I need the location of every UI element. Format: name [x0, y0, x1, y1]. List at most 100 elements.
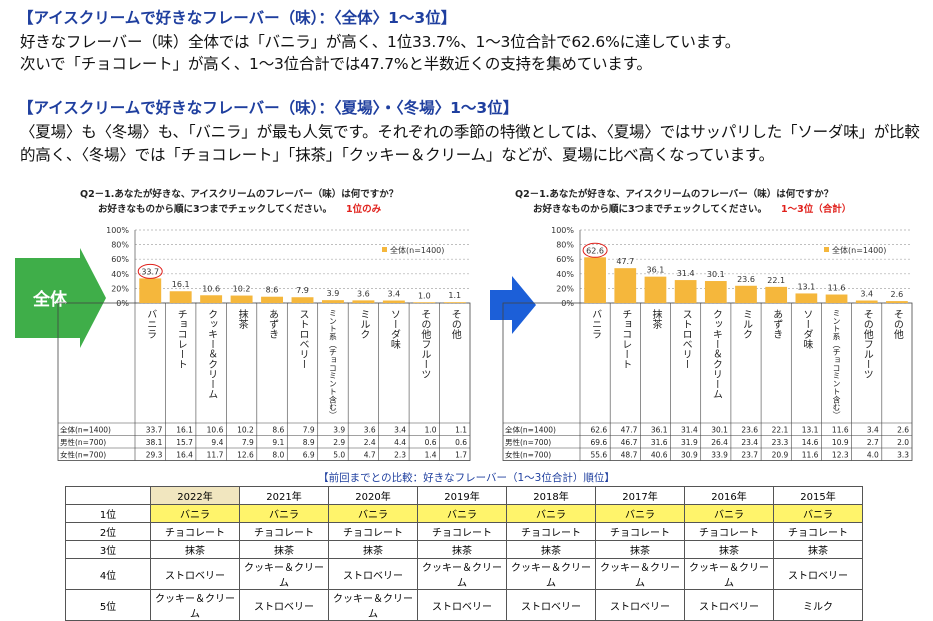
bar [352, 300, 375, 303]
value-label: 1.1 [448, 291, 461, 300]
paragraph-line: 的高く、〈冬場〉では「チョコレート」「抹茶」「クッキー＆クリーム」などが、夏場に… [20, 146, 774, 164]
category-label: あずき [771, 309, 783, 339]
y-tick-label: 60% [556, 255, 574, 264]
bar [261, 296, 284, 303]
value-label: 22.1 [767, 276, 785, 285]
y-tick-label: 100% [106, 226, 129, 235]
rank-cell: 2位 [65, 522, 151, 541]
category-label: ソーダ味 [801, 309, 813, 349]
table-cell: 12.6 [237, 451, 254, 460]
heading: 【アイスクリームで好きなフレーバー（味）：〈夏場〉・〈冬場〉1～3位】 [18, 99, 519, 117]
page: {"sections": [ {"heading": "【アイスクリームで好きな… [15, 9, 920, 621]
value-label: 3.6 [357, 289, 370, 298]
flavor-cell: チョコレート [595, 522, 685, 541]
year-cell: 2021年 [239, 486, 329, 505]
flavor-cell: ミルク [773, 589, 863, 621]
flavor-cell: クッキー＆クリーム [595, 558, 685, 590]
table-cell: 13.1 [802, 426, 819, 435]
corner-cell [65, 486, 151, 505]
year-cell: 2015年 [773, 486, 863, 505]
y-tick-label: 20% [556, 284, 574, 293]
value-label: 33.7 [141, 267, 159, 276]
table-cell: 15.7 [176, 438, 193, 447]
table-cell: 0.6 [455, 438, 467, 447]
year-cell: 2022年 [150, 486, 240, 505]
value-label: 8.6 [266, 286, 279, 295]
flavor-cell: クッキー＆クリーム [328, 589, 418, 621]
highlight-circle [137, 263, 163, 279]
flavor-cell: 抹茶 [239, 540, 329, 559]
table-row-label: 男性(n=700) [60, 437, 106, 447]
table-cell: 2.0 [897, 438, 909, 447]
table-cell: 3.6 [364, 426, 376, 435]
category-label: 抹茶 [236, 308, 248, 329]
table-row-label: 全体(n=1400) [60, 425, 111, 435]
table-cell: 31.4 [681, 426, 698, 435]
table-cell: 2.4 [364, 438, 376, 447]
flavor-cell: 抹茶 [417, 540, 507, 559]
value-label: 10.2 [233, 285, 251, 294]
table-cell: 1.1 [455, 426, 467, 435]
bar [644, 276, 667, 303]
y-tick-label: 60% [111, 255, 129, 264]
year-cell: 2017年 [595, 486, 685, 505]
y-tick-label: 100% [551, 226, 574, 235]
category-label: チョコレート [175, 309, 186, 369]
table-cell: 4.4 [394, 438, 406, 447]
value-label: 30.1 [707, 270, 725, 279]
flavor-cell: バニラ [684, 504, 774, 523]
flavor-cell: バニラ [150, 504, 240, 523]
category-label: 抹茶 [650, 308, 662, 329]
table-cell: 33.7 [146, 426, 163, 435]
flavor-cell: バニラ [773, 504, 863, 523]
year-cell: 2018年 [506, 486, 596, 505]
flavor-cell: ストロベリー [595, 589, 685, 621]
value-label: 3.4 [860, 290, 873, 299]
paragraph-line: 〈夏場〉も〈冬場〉も、「バニラ」が最も人気です。それぞれの季節の特徴としては、〈… [20, 123, 920, 141]
category-label: ミルク [741, 309, 753, 339]
legend-swatch [824, 247, 829, 252]
category-label: あずき [267, 309, 279, 339]
flavor-cell: バニラ [595, 504, 685, 523]
chart-title: Q2－1.あなたが好きな、アイスクリームのフレーバー（味）は何ですか？ [80, 188, 398, 200]
bar [795, 293, 818, 303]
bar [614, 268, 637, 303]
bar [413, 302, 436, 303]
flavor-cell: クッキー＆クリーム [239, 558, 329, 590]
paragraph-line: 次いで「チョコレート」が高く、1～3位合計では47.7%と半数近くの支持を集めて… [20, 55, 652, 73]
year-cell: 2016年 [684, 486, 774, 505]
category-label: ストロベリー [680, 309, 692, 369]
badge-arrow [15, 248, 106, 348]
flavor-cell: チョコレート [417, 522, 507, 541]
table-cell: 7.9 [242, 438, 254, 447]
table-cell: 33.9 [711, 451, 728, 460]
value-label: 47.7 [616, 257, 634, 266]
table-cell: 40.6 [651, 451, 668, 460]
table-cell: 11.6 [832, 426, 849, 435]
table-cell: 16.4 [176, 451, 193, 460]
flavor-cell: バニラ [506, 504, 596, 523]
table-cell: 23.4 [741, 438, 758, 447]
category-label: その他フルーツ [419, 309, 431, 379]
legend-swatch [382, 247, 387, 252]
year-cell: 2019年 [417, 486, 507, 505]
value-label: 10.6 [202, 284, 220, 293]
table-cell: 8.6 [272, 426, 284, 435]
table-row-label: 全体(n=1400) [505, 425, 556, 435]
category-label: その他フルーツ [861, 309, 873, 379]
category-label: ソーダ味 [388, 309, 400, 349]
table-cell: 69.6 [590, 438, 607, 447]
table-cell: 38.1 [146, 438, 163, 447]
flavor-cell: 抹茶 [773, 540, 863, 559]
value-label: 62.6 [586, 246, 604, 255]
flavor-cell: ストロベリー [239, 589, 329, 621]
table-cell: 10.9 [832, 438, 849, 447]
table-cell: 2.6 [897, 426, 909, 435]
category-label: ミルク [358, 309, 370, 339]
chart-title: Q2－1.あなたが好きな、アイスクリームのフレーバー（味）は何ですか？ [515, 188, 833, 200]
value-label: 31.4 [677, 269, 695, 278]
flavor-cell: ストロベリー [773, 558, 863, 590]
bar [765, 286, 788, 303]
heading: 【アイスクリームで好きなフレーバー（味）：〈全体〉1～3位】 [18, 9, 457, 27]
category-label: ミント系（チョコミント含む） [328, 309, 337, 419]
